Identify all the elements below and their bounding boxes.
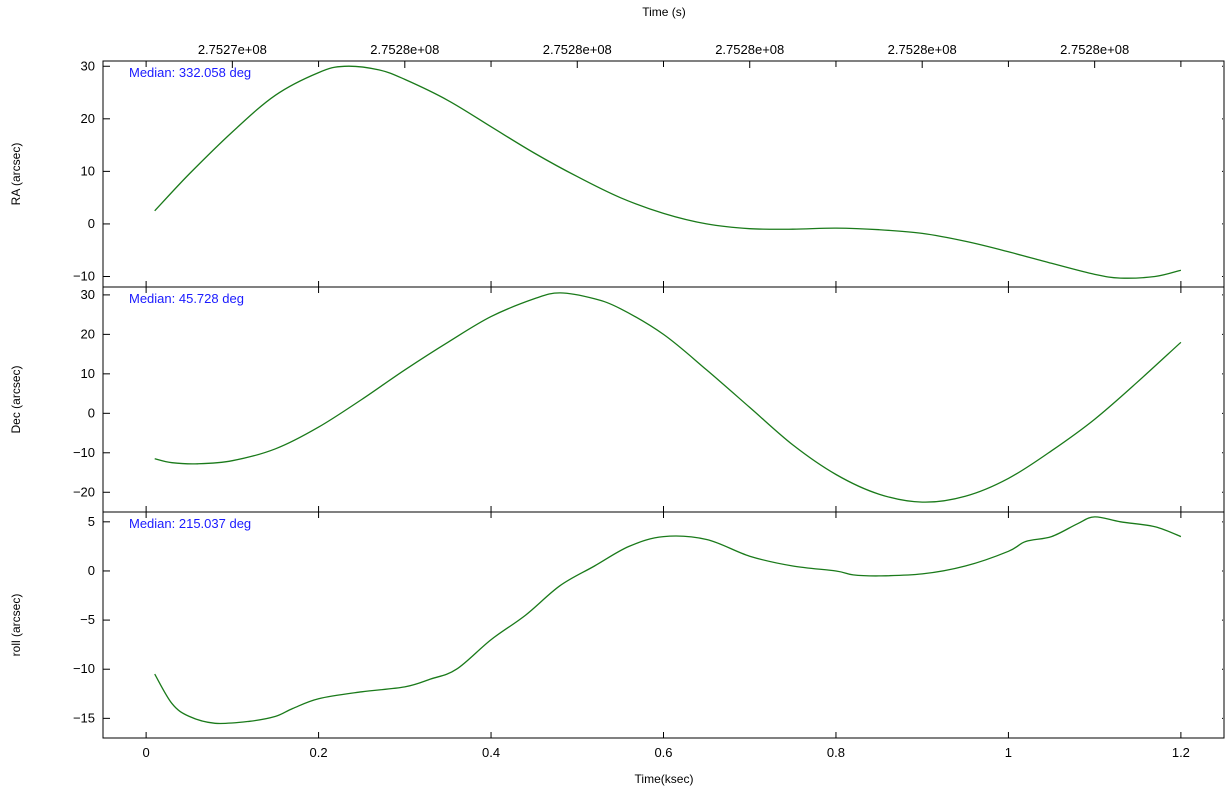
y-tick-label-roll-1: 0 xyxy=(88,563,95,578)
top-tick-label-4: 2.7528e+08 xyxy=(888,42,957,57)
top-axis: 2.7527e+08 2.7528e+08 2.7528e+08 2.7528e+08… xyxy=(198,42,1129,68)
x-axis-title: Time(ksec) xyxy=(635,772,694,786)
y-tick-label-ra-4: −10 xyxy=(73,268,95,283)
top-tick-label-0: 2.7527e+08 xyxy=(198,42,267,57)
x-tick-label-2: 0.4 xyxy=(482,745,500,760)
y-tick-label-dec-3: 0 xyxy=(88,405,95,420)
median-annotation-roll: Median: 215.037 deg xyxy=(129,516,251,531)
y-tick-label-roll-2: −5 xyxy=(80,612,95,627)
y-tick-label-roll-3: −10 xyxy=(73,661,95,676)
panel-dec: 30 20 10 0 −10 −20 Dec (arcsec) Median: 45.728 … xyxy=(9,286,1225,513)
x-tick-label-0: 0 xyxy=(142,745,149,760)
x-tick-label-5: 1 xyxy=(1005,745,1012,760)
y-tick-label-dec-4: −10 xyxy=(73,445,95,460)
median-annotation-ra: Median: 332.058 deg xyxy=(129,65,251,80)
top-tick-label-3: 2.7528e+08 xyxy=(715,42,784,57)
top-axis-title: Time (s) xyxy=(642,5,686,19)
y-axis-title-dec: Dec (arcsec) xyxy=(9,365,23,433)
y-tick-label-ra-3: 0 xyxy=(88,216,95,231)
y-tick-label-dec-1: 20 xyxy=(81,326,95,341)
y-tick-label-dec-2: 10 xyxy=(81,366,95,381)
y-axis-title-ra: RA (arcsec) xyxy=(9,143,23,206)
y-tick-label-ra-1: 20 xyxy=(81,111,95,126)
top-tick-label-2: 2.7528e+08 xyxy=(543,42,612,57)
series-line-ra xyxy=(154,65,1182,279)
y-tick-label-ra-0: 30 xyxy=(81,58,95,73)
plot-frame-ra xyxy=(102,60,1225,288)
series-line-dec xyxy=(154,292,1182,503)
series-line-roll xyxy=(154,516,1182,725)
y-tick-label-ra-2: 10 xyxy=(81,163,95,178)
bottom-axis: 0 0.2 0.4 0.6 0.8 1 1.2 xyxy=(142,745,1189,760)
x-tick-label-1: 0.2 xyxy=(310,745,328,760)
plot-frame-roll xyxy=(102,511,1225,739)
x-tick-label-4: 0.8 xyxy=(827,745,845,760)
panel-ra: 30 20 10 0 −10 RA (arcsec) Median: 332.058 deg xyxy=(9,58,1225,288)
y-tick-label-roll-0: 5 xyxy=(88,514,95,529)
y-tick-label-dec-5: −20 xyxy=(73,484,95,499)
plot-frame-dec xyxy=(102,286,1225,513)
top-tick-label-1: 2.7528e+08 xyxy=(370,42,439,57)
top-tick-label-5: 2.7528e+08 xyxy=(1060,42,1129,57)
y-tick-label-dec-0: 30 xyxy=(81,287,95,302)
y-tick-label-roll-4: −15 xyxy=(73,710,95,725)
x-tick-label-3: 0.6 xyxy=(654,745,672,760)
panel-roll: 5 0 −5 −10 −15 roll (arcsec) Median: 215.037 d… xyxy=(9,511,1225,739)
y-axis-title-roll: roll (arcsec) xyxy=(9,594,23,657)
x-tick-label-6: 1.2 xyxy=(1172,745,1190,760)
median-annotation-dec: Median: 45.728 deg xyxy=(129,291,244,306)
